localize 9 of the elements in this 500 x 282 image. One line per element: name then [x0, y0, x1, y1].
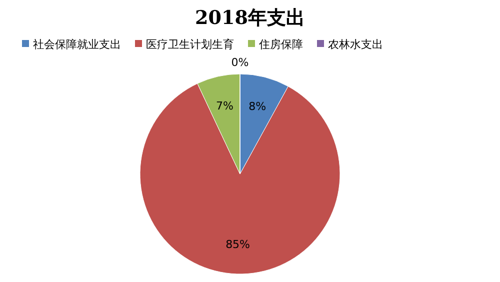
- legend-label: 住房保障: [259, 38, 303, 51]
- legend-label: 农林水支出: [328, 38, 383, 51]
- text: 0%: [231, 56, 249, 69]
- legend-label: 社会保障就业支出: [33, 38, 121, 51]
- legend-label: 医疗卫生计划生育: [146, 38, 234, 51]
- data-label: 8%: [248, 100, 266, 114]
- chart-title: 2018年支出: [195, 7, 305, 29]
- data-label: 7%: [216, 100, 234, 113]
- data-label: 85%: [226, 238, 250, 251]
